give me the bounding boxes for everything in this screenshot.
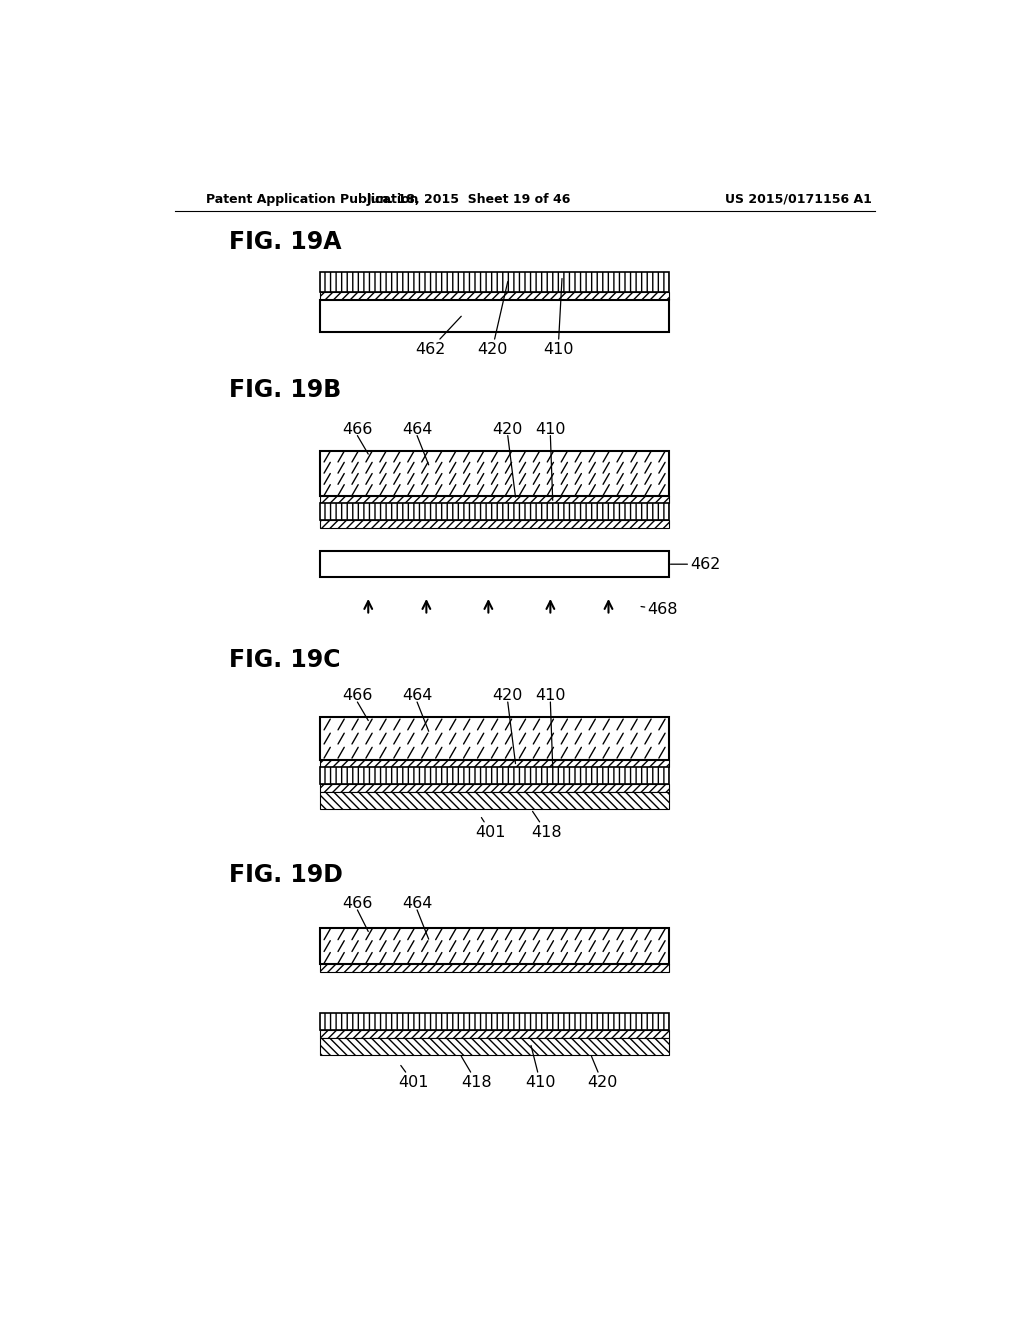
Text: 410: 410 [525, 1045, 556, 1090]
Text: 462: 462 [671, 557, 721, 572]
Bar [321, 1030, 669, 1038]
Text: 466: 466 [342, 688, 373, 704]
Text: FIG. 19B: FIG. 19B [228, 378, 341, 403]
Bar [321, 718, 669, 760]
Text: FIG. 19D: FIG. 19D [228, 863, 343, 887]
Text: 468: 468 [641, 602, 678, 618]
Text: 401: 401 [475, 817, 506, 840]
Text: 420: 420 [493, 688, 523, 704]
Bar [321, 503, 669, 520]
Text: 464: 464 [401, 422, 432, 437]
Text: 410: 410 [543, 279, 573, 356]
Bar [321, 767, 669, 784]
Bar [321, 1038, 669, 1055]
Text: 464: 464 [401, 896, 432, 911]
Bar [321, 451, 669, 495]
Text: FIG. 19A: FIG. 19A [228, 230, 341, 255]
Text: 410: 410 [536, 688, 565, 704]
Text: 420: 420 [477, 281, 508, 356]
Text: Patent Application Publication: Patent Application Publication [206, 193, 418, 206]
Bar [321, 928, 669, 964]
Text: US 2015/0171156 A1: US 2015/0171156 A1 [725, 193, 871, 206]
Bar [321, 792, 669, 809]
Text: 466: 466 [342, 896, 373, 911]
Bar [321, 496, 669, 503]
Text: 418: 418 [461, 1056, 493, 1090]
Bar [321, 1014, 669, 1030]
Text: 420: 420 [587, 1056, 617, 1090]
Bar [321, 964, 669, 972]
Text: 410: 410 [536, 422, 565, 437]
Text: FIG. 19C: FIG. 19C [228, 648, 340, 672]
Bar [321, 784, 669, 792]
Bar [321, 520, 669, 528]
Bar [321, 760, 669, 767]
Text: 420: 420 [493, 422, 523, 437]
Bar [321, 272, 669, 293]
Text: 401: 401 [398, 1065, 428, 1090]
Bar [321, 293, 669, 300]
Bar [321, 552, 669, 577]
Text: 462: 462 [415, 317, 461, 356]
Text: Jun. 18, 2015  Sheet 19 of 46: Jun. 18, 2015 Sheet 19 of 46 [367, 193, 571, 206]
Bar [321, 300, 669, 333]
Text: 466: 466 [342, 422, 373, 437]
Text: 464: 464 [401, 688, 432, 704]
Text: 418: 418 [531, 812, 562, 840]
